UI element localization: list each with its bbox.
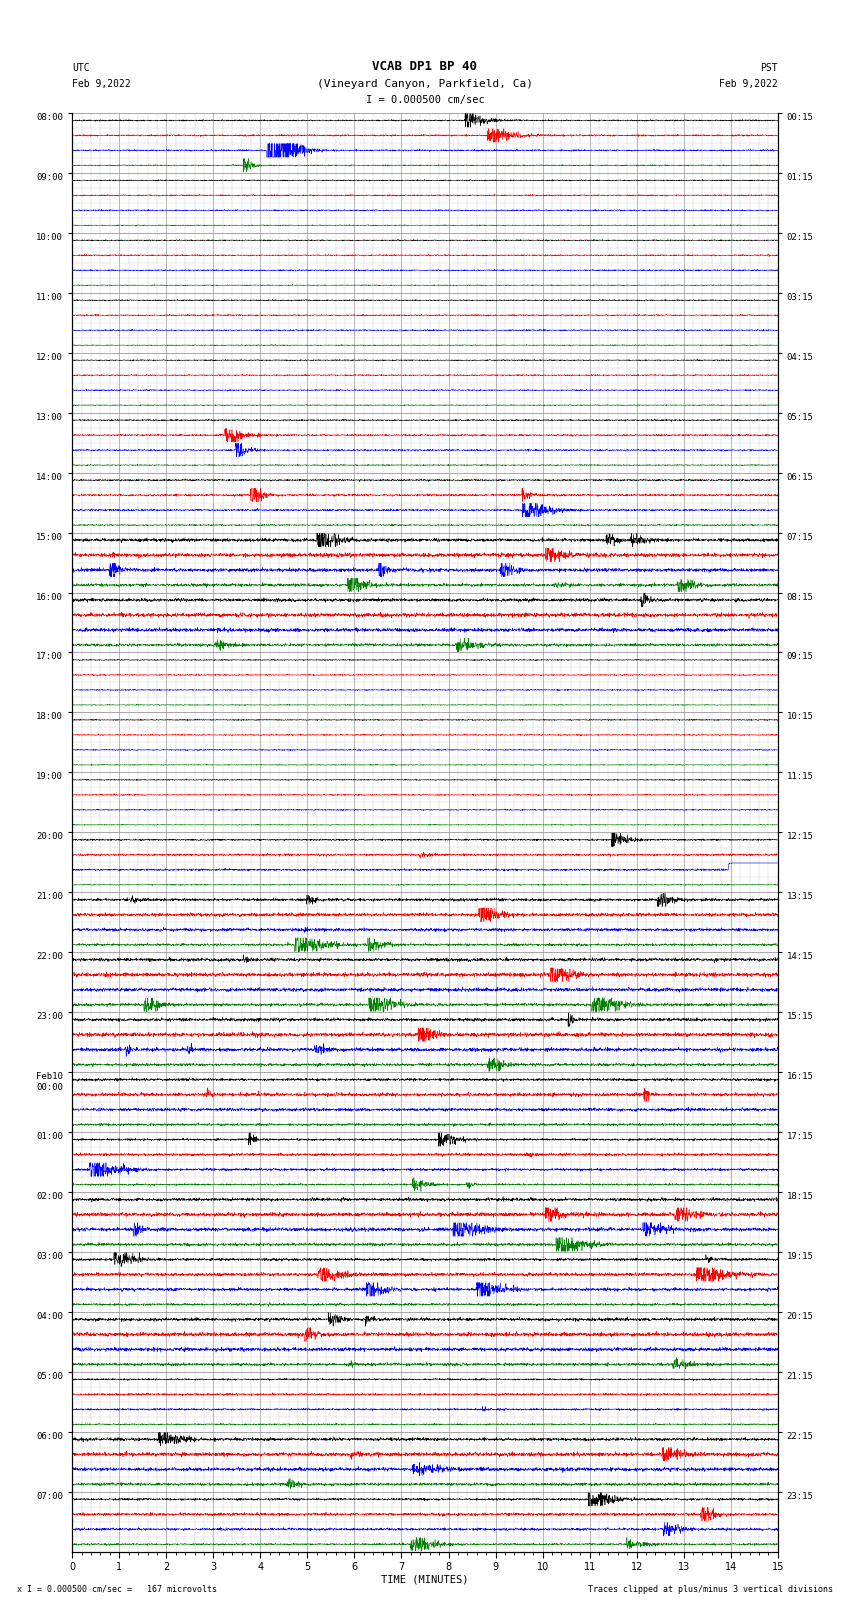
Text: I = 0.000500 cm/sec: I = 0.000500 cm/sec xyxy=(366,95,484,105)
Text: VCAB DP1 BP 40: VCAB DP1 BP 40 xyxy=(372,60,478,73)
Text: Traces clipped at plus/minus 3 vertical divisions: Traces clipped at plus/minus 3 vertical … xyxy=(588,1584,833,1594)
Text: Feb 9,2022: Feb 9,2022 xyxy=(719,79,778,89)
X-axis label: TIME (MINUTES): TIME (MINUTES) xyxy=(382,1574,468,1586)
Text: PST: PST xyxy=(760,63,778,73)
Text: (Vineyard Canyon, Parkfield, Ca): (Vineyard Canyon, Parkfield, Ca) xyxy=(317,79,533,89)
Text: UTC: UTC xyxy=(72,63,90,73)
Text: x I = 0.000500 cm/sec =   167 microvolts: x I = 0.000500 cm/sec = 167 microvolts xyxy=(17,1584,217,1594)
Text: Feb 9,2022: Feb 9,2022 xyxy=(72,79,131,89)
